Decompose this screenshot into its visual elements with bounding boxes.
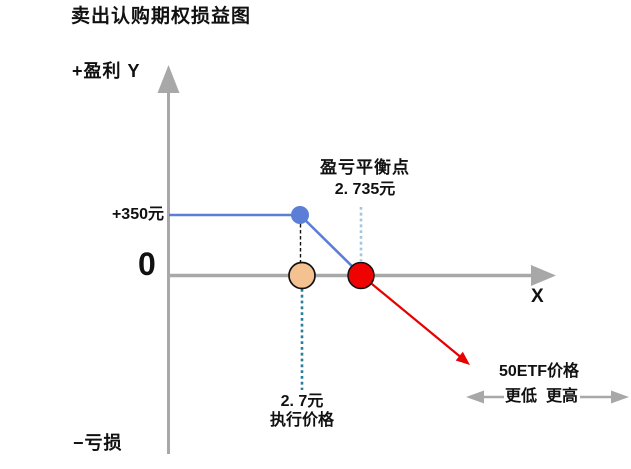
breakeven-annotation: 盈亏平衡点 2. 735元 [303, 158, 427, 199]
loss-arrowhead-icon [455, 351, 470, 365]
breakeven-title: 盈亏平衡点 [320, 158, 410, 177]
direction-higher-label: 更高 [546, 388, 579, 405]
profit-decline-line [299, 214, 362, 276]
breakeven-marker [347, 261, 375, 290]
strike-caption: 执行价格 [269, 412, 334, 430]
y-axis-arrow-icon [157, 65, 180, 93]
premium-value-label: +350元 [111, 206, 164, 223]
direction-lower-label: 更低 [505, 388, 538, 405]
loss-line [360, 274, 461, 358]
arrow-left-icon [466, 390, 484, 404]
x-axis-arrow-icon [531, 265, 556, 286]
y-axis [157, 65, 180, 454]
strike-annotation: 2. 7元 执行价格 [240, 393, 364, 431]
arrow-right-icon [611, 390, 629, 404]
diagram-title: 卖出认购期权损益图 [71, 6, 252, 27]
origin-label: 0 [138, 246, 156, 282]
y-axis-negative-label: −亏损 [73, 433, 123, 453]
y-axis-positive-label: +盈利 Y [72, 61, 141, 81]
premium-kink-dot [291, 206, 309, 224]
etf-price-title: 50ETF价格 [498, 363, 580, 380]
breakeven-value: 2. 735元 [334, 180, 396, 198]
strike-value: 2. 7元 [280, 393, 324, 410]
price-direction-arrows [466, 390, 629, 404]
loss-payoff-arrow [360, 274, 470, 365]
profit-payoff-line [169, 206, 362, 276]
x-axis-label: X [531, 286, 544, 307]
strike-price-marker [288, 261, 316, 290]
